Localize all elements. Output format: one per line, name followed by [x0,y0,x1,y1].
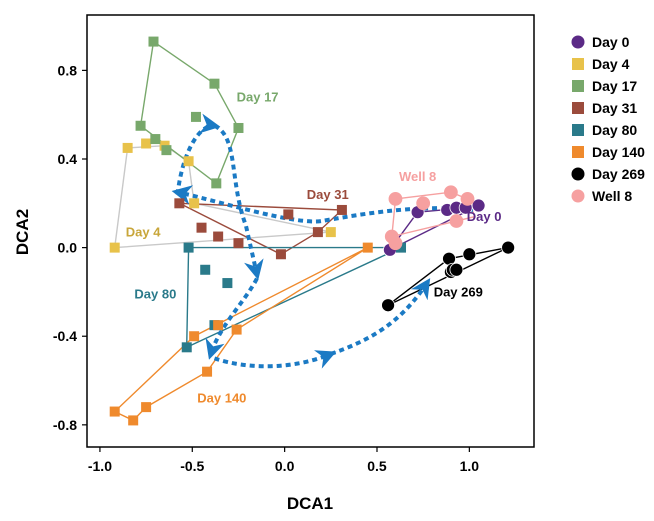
annotation-day-140: Day 140 [197,391,246,406]
annotation-day-31: Day 31 [307,187,349,202]
legend-marker [571,189,585,203]
point-well-8 [449,214,464,228]
legend-label: Day 0 [592,34,630,50]
trajectory-arrow [330,278,431,356]
x-tick-label: -0.5 [180,458,204,474]
legend-label: Day 80 [592,122,637,138]
point-day-0 [471,198,486,213]
x-tick-label: -1.0 [88,458,112,474]
x-axis-title: DCA1 [287,494,333,513]
plot-frame [86,14,535,448]
x-tick-label: 0.0 [275,458,295,474]
annotation-layer: Day 0 Day 4 Day 17 Day 31 Day 80 Day 140 Day 2… [126,89,502,405]
point-day-17 [211,178,222,189]
y-tick-label: 0.0 [58,240,78,256]
legend-label: Day 17 [592,78,637,94]
point-day-140 [141,402,152,413]
point-day-80 [181,342,192,353]
x-tick-label: 1.0 [460,458,480,474]
point-day-31 [196,222,207,233]
legend-label: Day 140 [592,144,645,160]
legend-label: Day 4 [592,56,630,72]
annotation-day-17: Day 17 [237,89,279,104]
point-day-31 [213,231,224,242]
point-day-17 [209,78,220,89]
point-day-4 [325,227,336,238]
point-day-80 [200,264,211,275]
point-day-4 [122,142,133,153]
point-day-17 [148,36,159,47]
point-day-17 [233,122,244,133]
point-day-80 [183,242,194,253]
point-day-17 [190,111,201,122]
point-day-4 [189,198,200,209]
point-day-140 [128,415,139,426]
hull-day-80 [185,246,402,349]
point-well-8 [443,185,458,200]
legend-label: Day 269 [592,166,645,182]
annotation-well-8: Well 8 [399,169,436,184]
point-day-17 [135,120,146,131]
x-tick-label: 0.5 [367,458,387,474]
trajectory-arrow [175,113,221,195]
hull-day-17 [139,41,240,185]
point-day-31 [283,209,294,220]
annotation-day-4: Day 4 [126,225,161,240]
point-day-31 [233,238,244,249]
point-day-140 [231,324,242,335]
legend-marker [572,58,584,70]
annotation-day-269: Day 269 [434,284,483,299]
legend-marker [571,35,585,49]
legend-marker [572,80,584,92]
trajectory-arrow [213,123,264,281]
point-day-80 [396,242,407,253]
legend-marker [571,167,585,181]
point-day-140 [362,242,373,253]
point-day-31 [174,198,185,209]
legend-marker [572,124,584,136]
point-well-8 [460,191,475,206]
legend: Day 0 Day 4 Day 17 Day 31 Day 80 Day 140 Day 2… [571,34,645,204]
point-day-269 [449,262,464,277]
point-day-17 [150,134,161,145]
points-layer [109,36,516,426]
annotation-day-80: Day 80 [134,287,176,302]
point-day-140 [189,331,200,342]
point-day-31 [275,249,286,260]
y-tick-label: 0.4 [58,151,78,167]
hull-layer [114,41,509,422]
trajectory-layer [171,113,474,369]
point-day-17 [161,145,172,156]
point-well-8 [388,236,403,251]
point-day-269 [381,298,395,313]
axis-ticks: -1.0 -0.5 0.0 0.5 1.0 -0.8 -0.4 0.0 0.4 0.8 [53,62,479,474]
point-day-4 [109,242,120,253]
point-day-140 [202,366,213,377]
point-well-8 [388,191,403,206]
point-day-269 [462,247,477,262]
legend-marker [572,102,584,114]
y-tick-label: -0.8 [53,417,77,433]
point-day-140 [109,406,120,417]
legend-label: Well 8 [592,188,632,204]
point-day-140 [213,320,224,331]
point-day-31 [336,204,347,215]
point-day-31 [312,227,323,238]
y-tick-label: -0.4 [53,328,77,344]
point-day-269 [501,240,516,255]
legend-label: Day 31 [592,100,637,116]
legend-marker [572,146,584,158]
annotation-day-0: Day 0 [467,209,502,224]
trajectory-arrow [213,350,337,369]
y-axis-title: DCA2 [13,209,32,255]
y-tick-label: 0.8 [58,62,78,78]
point-day-4 [141,138,152,149]
point-day-4 [183,156,194,167]
point-well-8 [416,196,431,211]
point-day-80 [222,278,233,289]
